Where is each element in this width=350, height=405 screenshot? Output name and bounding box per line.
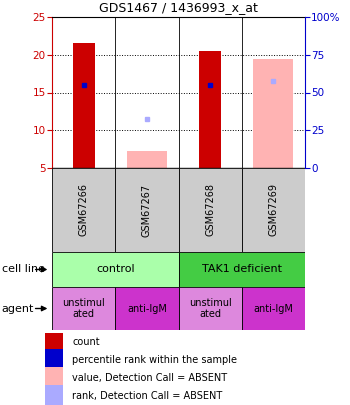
Text: TAK1 deficient: TAK1 deficient bbox=[202, 264, 282, 275]
Text: GSM67268: GSM67268 bbox=[205, 183, 215, 237]
Text: agent: agent bbox=[2, 303, 34, 313]
Bar bbox=[199, 51, 221, 168]
Bar bbox=[72, 43, 95, 168]
Text: GSM67269: GSM67269 bbox=[268, 183, 278, 237]
Bar bbox=[52, 252, 178, 287]
Bar bbox=[178, 252, 305, 287]
Bar bbox=[45, 331, 63, 352]
Bar bbox=[242, 287, 305, 330]
Bar bbox=[45, 386, 63, 405]
Bar bbox=[45, 350, 63, 371]
Bar bbox=[45, 367, 63, 388]
Bar bbox=[242, 168, 305, 252]
Text: rank, Detection Call = ABSENT: rank, Detection Call = ABSENT bbox=[72, 391, 223, 401]
Text: unstimul
ated: unstimul ated bbox=[62, 298, 105, 319]
Text: count: count bbox=[72, 337, 100, 347]
Text: GSM67267: GSM67267 bbox=[142, 183, 152, 237]
Bar bbox=[52, 287, 115, 330]
Bar bbox=[115, 168, 178, 252]
Title: GDS1467 / 1436993_x_at: GDS1467 / 1436993_x_at bbox=[99, 2, 258, 15]
Text: percentile rank within the sample: percentile rank within the sample bbox=[72, 355, 237, 365]
Text: anti-IgM: anti-IgM bbox=[253, 303, 293, 313]
Bar bbox=[178, 168, 242, 252]
Text: anti-IgM: anti-IgM bbox=[127, 303, 167, 313]
Text: GSM67266: GSM67266 bbox=[79, 183, 89, 237]
Text: value, Detection Call = ABSENT: value, Detection Call = ABSENT bbox=[72, 373, 228, 383]
Text: unstimul
ated: unstimul ated bbox=[189, 298, 231, 319]
Text: control: control bbox=[96, 264, 134, 275]
Text: cell line: cell line bbox=[2, 264, 45, 275]
Bar bbox=[52, 168, 115, 252]
Bar bbox=[178, 287, 242, 330]
Bar bbox=[127, 151, 167, 168]
Bar bbox=[253, 59, 293, 168]
Bar bbox=[115, 287, 178, 330]
